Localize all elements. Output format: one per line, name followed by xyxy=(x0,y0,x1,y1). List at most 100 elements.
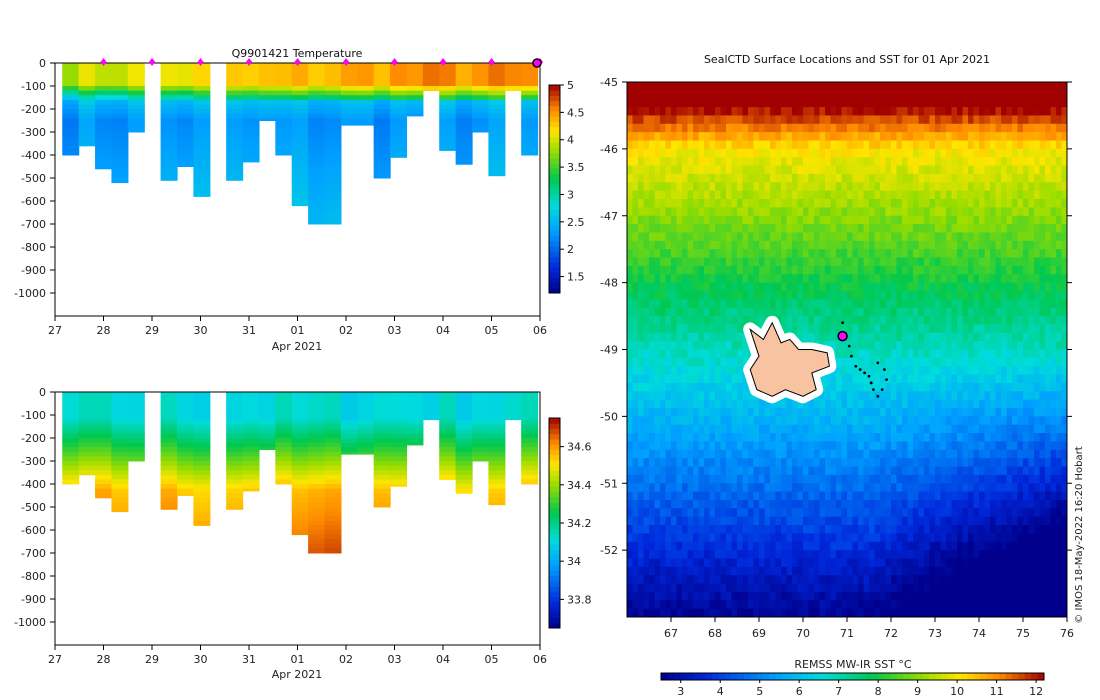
temperature-cell xyxy=(324,155,342,161)
sst-cell xyxy=(973,232,980,242)
temperature-colorbar-swatch xyxy=(549,142,560,148)
sst-cell xyxy=(825,182,831,192)
sst-cell xyxy=(753,107,760,116)
temperature-cell xyxy=(324,205,342,211)
sst-cell xyxy=(946,140,952,150)
sst-cell xyxy=(973,165,980,175)
sst-cell xyxy=(814,307,820,317)
sst-cell xyxy=(973,307,980,317)
sst-cell xyxy=(671,148,677,158)
sst-cell xyxy=(742,382,749,392)
salinity-cell xyxy=(390,465,408,471)
salinity-xtick-label: 28 xyxy=(97,653,111,666)
sst-cell xyxy=(671,307,677,317)
sst-cell xyxy=(990,140,996,150)
sst-cell xyxy=(984,123,991,133)
salinity-cell xyxy=(373,392,391,398)
sst-cell xyxy=(731,199,738,208)
temperature-cell xyxy=(111,150,129,156)
sst-cell xyxy=(671,140,677,150)
sst-cell xyxy=(951,399,958,409)
sst-cell xyxy=(1006,173,1013,183)
sst-cell xyxy=(979,199,985,208)
temperature-cell xyxy=(324,201,342,207)
sst-cell xyxy=(704,190,710,200)
sst-cell xyxy=(649,115,655,125)
sst-cell xyxy=(825,391,831,401)
sst-cell xyxy=(1001,391,1007,401)
sst-cell xyxy=(786,107,793,116)
sst-cell xyxy=(792,207,798,217)
sst-cell xyxy=(907,157,914,167)
sst-cell xyxy=(1028,249,1035,259)
sst-cell xyxy=(962,257,969,267)
sst-cell xyxy=(1012,98,1018,108)
sst-cell xyxy=(665,232,672,242)
sst-cell xyxy=(885,157,892,167)
temperature-colorbar-frame xyxy=(548,84,561,294)
sst-cell xyxy=(1028,123,1035,133)
sst-cell xyxy=(913,132,919,142)
sst-cell xyxy=(1039,165,1046,175)
sst-cell xyxy=(940,324,947,334)
sst-cell xyxy=(803,199,809,208)
sst-cell xyxy=(891,115,897,125)
sst-cell xyxy=(720,366,727,376)
sst-cell xyxy=(803,98,809,108)
salinity-cell xyxy=(95,419,113,425)
sst-cell xyxy=(940,98,947,108)
temperature-cell xyxy=(324,104,342,110)
salinity-cell xyxy=(373,488,391,494)
salinity-cell xyxy=(291,405,309,411)
salinity-cell xyxy=(226,433,244,439)
temperature-cell xyxy=(488,109,506,115)
sst-cell xyxy=(693,249,699,259)
sst-cell xyxy=(660,324,666,334)
temperature-xtick-label: 02 xyxy=(339,324,353,337)
sst-cell xyxy=(935,98,941,108)
sst-cell xyxy=(1034,190,1040,200)
sst-cell xyxy=(1028,157,1035,167)
sst-cell xyxy=(638,282,644,292)
sst-cell xyxy=(638,357,644,367)
temperature-colorbar-swatch xyxy=(549,121,560,128)
salinity-cell xyxy=(324,511,342,517)
sst-cell xyxy=(973,290,980,300)
sst-cell xyxy=(830,382,837,392)
sst-cell xyxy=(819,115,826,125)
sst-cell xyxy=(643,232,650,242)
sst-cell xyxy=(990,307,996,317)
sst-cell xyxy=(951,207,958,217)
sst-cell xyxy=(1056,173,1062,183)
sst-cell xyxy=(627,257,633,267)
temperature-cell xyxy=(455,136,473,142)
sst-cell xyxy=(786,215,793,225)
sst-cell xyxy=(819,140,826,150)
salinity-cell xyxy=(439,438,457,444)
sst-cell xyxy=(797,307,804,317)
sst-cell xyxy=(781,207,787,217)
surface-marker: ♦ xyxy=(147,56,157,69)
sst-cell xyxy=(709,449,716,459)
sst-cell xyxy=(825,123,831,133)
sst-cell xyxy=(847,232,853,242)
sst-cell xyxy=(1023,391,1029,401)
sst-cell xyxy=(808,115,815,125)
sst-cell xyxy=(984,249,991,259)
sst-cell xyxy=(786,441,793,451)
sst-cell xyxy=(1017,391,1024,401)
temperature-cell xyxy=(324,63,342,69)
sst-cell xyxy=(671,374,677,384)
temperature-colorbar-swatch xyxy=(549,246,560,252)
sst-cell xyxy=(764,265,771,275)
sst-cell xyxy=(1050,399,1057,409)
sst-cell xyxy=(929,274,936,284)
temperature-cell xyxy=(340,86,358,92)
sst-cell xyxy=(676,207,683,217)
sst-cell xyxy=(924,349,930,359)
sst-cell xyxy=(1017,357,1024,367)
sst-cell xyxy=(891,433,897,442)
sst-cell xyxy=(1028,424,1035,434)
sst-cell xyxy=(973,449,980,459)
sst-cell xyxy=(1028,282,1035,292)
